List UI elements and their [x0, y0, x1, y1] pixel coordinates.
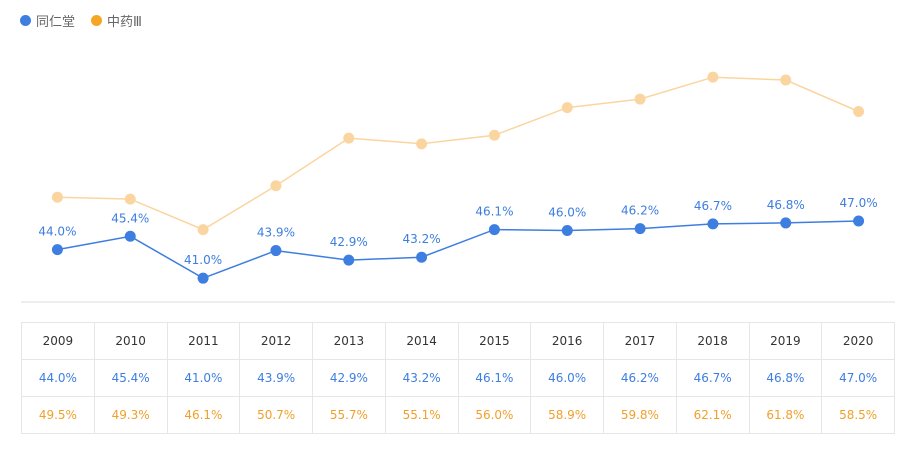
value-cell: 61.8% [748, 396, 823, 434]
value-cell: 41.0% [166, 359, 241, 397]
value-cell: 46.8% [748, 359, 823, 397]
data-point [488, 129, 500, 141]
legend-marker-icon [20, 15, 31, 26]
value-cell: 43.2% [384, 359, 459, 397]
year-cell: 2017 [603, 322, 677, 360]
value-cell: 46.0% [530, 359, 604, 397]
data-point [270, 180, 282, 192]
legend-item-zhongyao[interactable]: 中药Ⅲ [91, 11, 142, 30]
legend-item-tongrentang[interactable]: 同仁堂 [20, 11, 75, 30]
value-cell: 58.9% [530, 396, 604, 434]
data-point [124, 193, 136, 205]
legend: 同仁堂 中药Ⅲ [20, 11, 158, 30]
data-label: 46.1% [475, 205, 513, 219]
legend-label: 同仁堂 [36, 15, 76, 30]
value-cell: 46.7% [675, 359, 750, 397]
data-point [561, 225, 573, 237]
data-label: 46.8% [767, 198, 805, 212]
table-row-years: 2009 2010 2011 2012 2013 2014 2015 2016 2017 2018… [21, 322, 895, 360]
data-point [707, 218, 719, 230]
value-cell: 49.5% [21, 396, 95, 434]
legend-label: 中药Ⅲ [107, 15, 142, 30]
year-cell: 2013 [312, 322, 386, 360]
value-cell: 50.7% [239, 396, 313, 434]
year-cell: 2020 [821, 322, 895, 360]
value-cell: 46.2% [603, 359, 677, 397]
data-point [416, 251, 428, 263]
data-point [124, 230, 136, 242]
data-point [343, 254, 355, 266]
year-cell: 2019 [748, 322, 823, 360]
year-cell: 2016 [530, 322, 604, 360]
legend-marker-icon [91, 15, 103, 26]
value-cell: 56.0% [457, 396, 532, 434]
data-table: 2009 2010 2011 2012 2013 2014 2015 2016 2017 2018… [21, 322, 895, 434]
value-cell: 46.1% [457, 359, 532, 397]
data-label: 47.0% [840, 196, 878, 210]
value-cell: 62.1% [675, 396, 750, 434]
data-point [780, 217, 792, 229]
data-point [416, 138, 428, 150]
value-cell: 49.3% [93, 396, 168, 434]
data-label: 45.4% [111, 211, 149, 225]
data-label: 43.2% [403, 232, 441, 246]
value-cell: 55.1% [384, 396, 459, 434]
data-point [634, 223, 646, 235]
data-point [51, 244, 63, 256]
data-point [197, 224, 209, 236]
year-cell: 2010 [93, 322, 168, 360]
data-label: 43.9% [257, 226, 295, 240]
series-line-1 [57, 76, 859, 231]
data-label: 46.0% [548, 206, 586, 220]
value-cell: 44.0% [21, 359, 95, 397]
data-label: 41.0% [184, 253, 222, 267]
data-point [270, 245, 282, 257]
year-cell: 2014 [384, 322, 459, 360]
data-point [707, 71, 719, 83]
line-chart: 44.0% 45.4% 41.0% 43.9% 42.9% 43.2% 46.1% 46.0%… [21, 71, 895, 303]
year-cell: 2018 [675, 322, 750, 360]
data-point [853, 215, 865, 227]
table-row-tongrentang: 44.0% 45.4% 41.0% 43.9% 42.9% 43.2% 46.1% 46.0%… [21, 359, 895, 397]
value-cell: 43.9% [239, 359, 313, 397]
year-cell: 2012 [239, 322, 313, 360]
table-row-zhongyao: 49.5% 49.3% 46.1% 50.7% 55.7% 55.1% 56.0% 58.9%… [21, 396, 895, 434]
data-point [343, 132, 355, 144]
data-label: 46.7% [694, 199, 732, 213]
data-label: 44.0% [38, 225, 76, 239]
data-point [634, 93, 646, 105]
series-line-0 [57, 220, 859, 280]
value-cell: 42.9% [312, 359, 386, 397]
data-point [780, 74, 792, 86]
value-cell: 47.0% [821, 359, 895, 397]
data-label: 46.2% [621, 204, 659, 218]
value-cell: 45.4% [93, 359, 168, 397]
year-cell: 2011 [166, 322, 241, 360]
data-point [853, 105, 865, 117]
value-cell: 46.1% [166, 396, 241, 434]
data-label: 42.9% [330, 235, 368, 249]
data-point [51, 191, 63, 203]
value-cell: 55.7% [312, 396, 386, 434]
year-cell: 2015 [457, 322, 532, 360]
data-point [488, 224, 500, 236]
year-cell: 2009 [21, 322, 95, 360]
value-cell: 59.8% [603, 396, 677, 434]
data-point [197, 272, 209, 284]
data-point [561, 102, 573, 114]
value-cell: 58.5% [821, 396, 895, 434]
